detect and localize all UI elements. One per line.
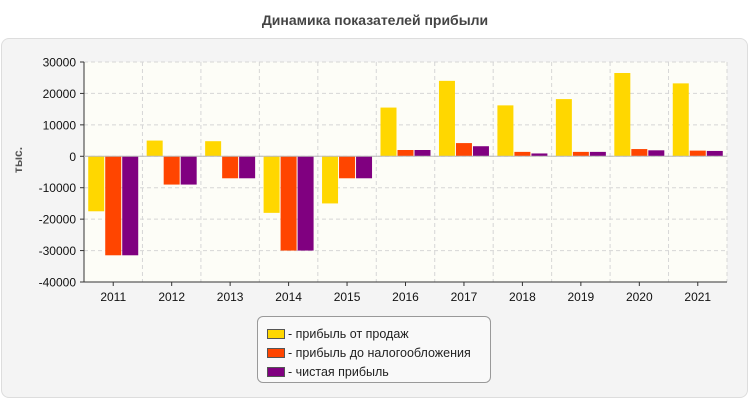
bar [648,150,665,157]
bar [280,156,297,251]
bar [339,156,356,179]
plot-background [84,62,727,282]
bar [514,151,531,157]
x-tick-label: 2020 [626,290,653,304]
bar [263,156,280,213]
y-tick-label: 0 [69,150,76,164]
x-tick-label: 2014 [275,290,302,304]
legend-item-net-profit: - чистая прибыль [267,362,490,381]
x-tick-label: 2018 [509,290,536,304]
bar [572,151,589,157]
legend-swatch-pretax-profit [267,347,285,358]
bar [614,73,631,157]
legend-label-net-profit: - чистая прибыль [288,364,389,379]
bar [146,140,163,157]
legend-label-pretax-profit: - прибыль до налогообложения [288,345,471,360]
legend-item-sales-profit: - прибыль от продаж [267,324,490,343]
bar [414,150,431,157]
legend-label-sales-profit: - прибыль от продаж [288,326,409,341]
chart-title: Динамика показателей прибыли [261,12,489,28]
y-tick-label: 20000 [43,87,77,101]
legend-swatch-sales-profit [267,328,285,339]
bar [438,80,455,157]
bar [180,156,197,185]
y-tick-label: -10000 [39,181,77,195]
bar [356,156,373,179]
bar [105,156,122,256]
bar [397,150,414,157]
bar [555,99,572,157]
x-tick-label: 2013 [217,290,244,304]
bar [222,156,239,179]
bar [163,156,180,185]
y-axis-label: тыс. [11,147,25,173]
bar [239,156,256,179]
x-tick-label: 2021 [684,290,711,304]
bar [455,143,472,157]
bar [631,149,648,157]
bar [497,105,514,157]
x-tick-label: 2012 [158,290,185,304]
bar [472,146,489,157]
legend-item-pretax-profit: - прибыль до налогообложения [267,343,490,362]
bar [380,107,397,157]
bar [689,150,706,157]
bar [205,141,222,157]
x-tick-label: 2019 [568,290,595,304]
y-tick-label: -30000 [39,244,77,258]
x-tick-label: 2017 [451,290,478,304]
bar [706,150,723,157]
bar [88,156,105,212]
bar [322,156,339,204]
x-tick-label: 2015 [334,290,361,304]
y-tick-label: 10000 [43,118,77,132]
y-tick-label: -40000 [39,276,77,290]
bar [297,156,314,251]
bar [531,153,548,157]
y-tick-label: -20000 [39,213,77,227]
legend: - прибыль от продаж - прибыль до налогоо… [257,316,491,383]
x-tick-label: 2016 [392,290,419,304]
y-tick-label: 30000 [43,56,77,70]
bar [672,83,689,157]
bar [122,156,139,256]
bar [589,151,606,157]
x-tick-label: 2011 [100,290,126,304]
legend-swatch-net-profit [267,366,285,377]
